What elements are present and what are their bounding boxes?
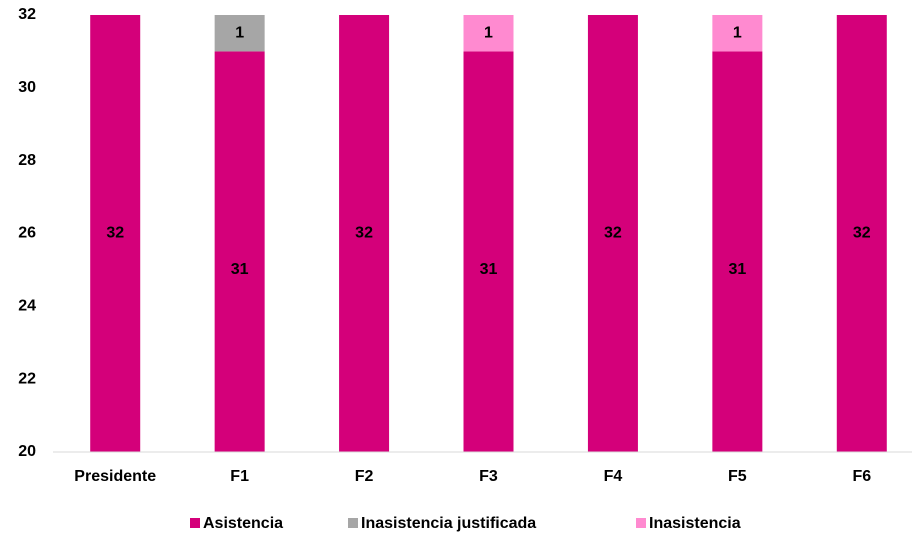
data-label: 1 — [484, 24, 493, 41]
data-label: 32 — [604, 225, 622, 242]
legend-swatch — [348, 518, 358, 528]
data-label: 32 — [355, 225, 373, 242]
bar-segment — [712, 15, 763, 52]
x-tick-label: F6 — [852, 468, 871, 485]
bar-segment — [463, 51, 514, 453]
bar-segment — [712, 51, 763, 453]
bar-segment — [214, 51, 265, 453]
y-tick-label: 20 — [18, 443, 36, 460]
legend-swatch — [636, 518, 646, 528]
x-tick-label: F5 — [728, 468, 747, 485]
bar-segment — [90, 15, 141, 452]
x-tick-label: F1 — [230, 468, 249, 485]
data-label: 31 — [480, 261, 498, 278]
x-tick-label: F2 — [355, 468, 374, 485]
y-tick-label: 24 — [18, 298, 36, 315]
bar-segment — [339, 15, 390, 452]
x-tick-label: Presidente — [74, 468, 156, 485]
legend-swatch — [190, 518, 200, 528]
x-tick-label: F4 — [604, 468, 623, 485]
y-tick-label: 28 — [18, 152, 36, 169]
y-tick-label: 26 — [18, 225, 36, 242]
data-label: 1 — [235, 24, 244, 41]
y-tick-label: 30 — [18, 79, 36, 96]
legend-label: Inasistencia justificada — [361, 515, 536, 532]
data-label: 31 — [728, 261, 746, 278]
x-tick-label: F3 — [479, 468, 498, 485]
legend-label: Inasistencia — [649, 515, 741, 532]
data-label: 31 — [231, 261, 249, 278]
bar-segment — [214, 15, 265, 52]
data-label: 1 — [733, 24, 742, 41]
bar-segment — [587, 15, 638, 452]
y-tick-label: 32 — [18, 6, 36, 23]
bar-segment — [463, 15, 514, 52]
bar-segment — [836, 15, 887, 452]
legend-label: Asistencia — [203, 515, 283, 532]
y-tick-label: 22 — [18, 370, 36, 387]
data-label: 32 — [853, 225, 871, 242]
data-label: 32 — [106, 225, 124, 242]
